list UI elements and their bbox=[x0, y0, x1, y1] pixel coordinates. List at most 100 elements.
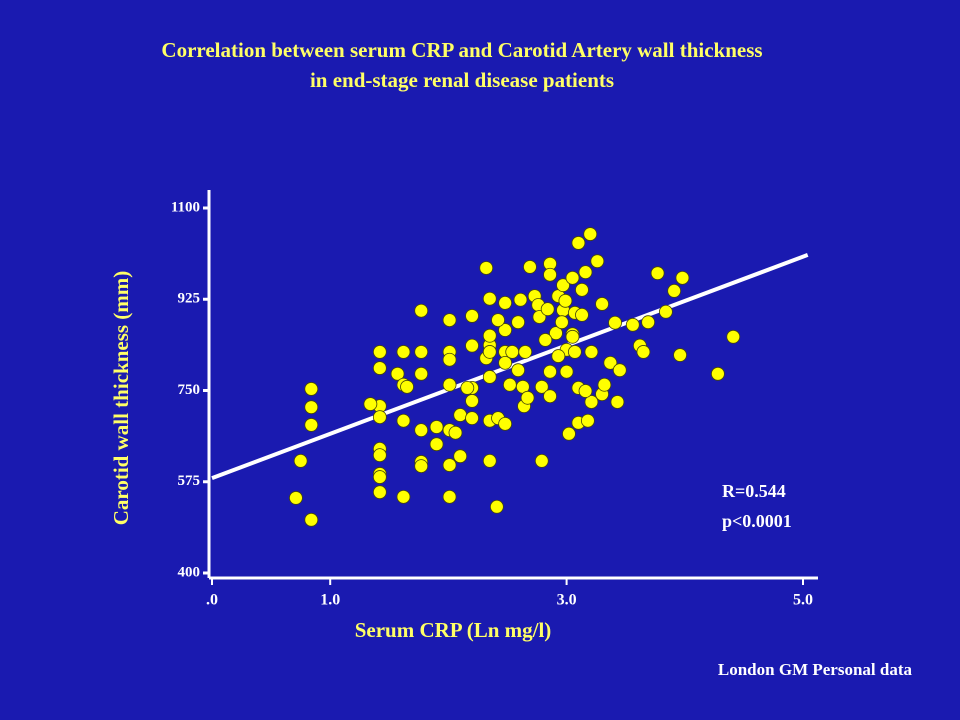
y-tick-label: 750 bbox=[178, 382, 201, 398]
point bbox=[400, 379, 414, 394]
chart-title: in end-stage renal disease patients bbox=[310, 68, 614, 92]
point bbox=[505, 345, 520, 359]
point bbox=[710, 366, 725, 381]
x-tick-label: 3.0 bbox=[557, 592, 577, 609]
point bbox=[498, 323, 513, 337]
y-tick-label: 925 bbox=[178, 291, 201, 307]
point bbox=[534, 453, 549, 468]
point bbox=[571, 236, 586, 250]
point bbox=[565, 329, 580, 344]
point bbox=[414, 366, 429, 381]
point bbox=[372, 361, 387, 375]
x-tick-label: 5.0 bbox=[793, 592, 813, 609]
point bbox=[534, 379, 549, 394]
point bbox=[726, 329, 741, 344]
x-axis-label: Serum CRP (Ln mg/l) bbox=[355, 618, 552, 642]
point bbox=[289, 491, 303, 505]
chart-title: Correlation between serum CRP and Caroti… bbox=[161, 38, 762, 62]
point bbox=[567, 345, 582, 359]
point bbox=[562, 426, 576, 441]
point bbox=[556, 278, 570, 293]
point bbox=[489, 499, 504, 514]
point bbox=[554, 315, 569, 330]
point bbox=[414, 459, 429, 474]
point bbox=[641, 315, 656, 330]
point bbox=[575, 282, 589, 297]
point bbox=[372, 345, 387, 359]
point bbox=[650, 266, 665, 281]
point bbox=[578, 265, 593, 280]
source: London GM Personal data bbox=[718, 660, 913, 679]
point bbox=[442, 377, 457, 392]
point bbox=[372, 485, 387, 500]
point bbox=[372, 470, 387, 484]
x-tick-label: .0 bbox=[206, 592, 218, 609]
point bbox=[498, 355, 513, 370]
point bbox=[442, 352, 457, 367]
point bbox=[429, 437, 444, 452]
point bbox=[465, 411, 479, 426]
point bbox=[538, 333, 553, 347]
point bbox=[482, 345, 497, 359]
point bbox=[518, 345, 533, 359]
y-axis-label: Carotid wall thickness (mm) bbox=[109, 271, 133, 526]
point bbox=[540, 302, 555, 317]
point bbox=[603, 355, 618, 370]
point bbox=[482, 328, 497, 343]
point bbox=[513, 292, 528, 307]
point bbox=[551, 349, 566, 363]
point bbox=[523, 260, 537, 274]
point bbox=[453, 449, 468, 464]
point bbox=[595, 297, 609, 311]
point bbox=[498, 416, 513, 431]
point bbox=[575, 307, 589, 322]
point bbox=[304, 382, 319, 396]
point bbox=[610, 395, 625, 409]
point bbox=[636, 345, 651, 359]
point bbox=[549, 326, 563, 341]
point bbox=[479, 261, 494, 275]
point bbox=[482, 370, 497, 384]
y-tick-label: 1100 bbox=[171, 199, 200, 215]
point bbox=[293, 453, 308, 468]
point bbox=[396, 345, 411, 359]
point bbox=[442, 489, 457, 504]
point bbox=[578, 384, 593, 398]
point bbox=[396, 489, 411, 504]
point bbox=[511, 315, 526, 330]
point bbox=[304, 400, 319, 415]
point bbox=[465, 394, 479, 408]
point bbox=[453, 408, 468, 422]
point bbox=[414, 345, 429, 359]
point bbox=[502, 377, 517, 392]
point bbox=[363, 397, 378, 411]
point bbox=[465, 309, 479, 323]
point bbox=[675, 270, 690, 285]
y-tick-label: 400 bbox=[178, 564, 201, 580]
point bbox=[491, 313, 505, 328]
point bbox=[543, 267, 557, 282]
point bbox=[460, 380, 475, 395]
point bbox=[543, 389, 557, 404]
x-tick-label: 1.0 bbox=[320, 592, 340, 609]
point bbox=[498, 295, 513, 310]
point bbox=[372, 410, 387, 424]
point bbox=[520, 390, 535, 405]
point bbox=[442, 313, 457, 328]
point bbox=[658, 304, 673, 319]
point bbox=[673, 348, 687, 362]
point bbox=[390, 366, 405, 381]
point bbox=[597, 377, 612, 392]
point bbox=[558, 293, 573, 308]
point bbox=[667, 284, 682, 298]
point bbox=[465, 338, 479, 353]
point bbox=[584, 345, 599, 359]
point bbox=[304, 512, 319, 527]
point bbox=[482, 291, 497, 306]
annotation: R=0.544 bbox=[722, 481, 786, 501]
point bbox=[511, 363, 526, 378]
point bbox=[414, 423, 429, 438]
point bbox=[372, 448, 387, 463]
